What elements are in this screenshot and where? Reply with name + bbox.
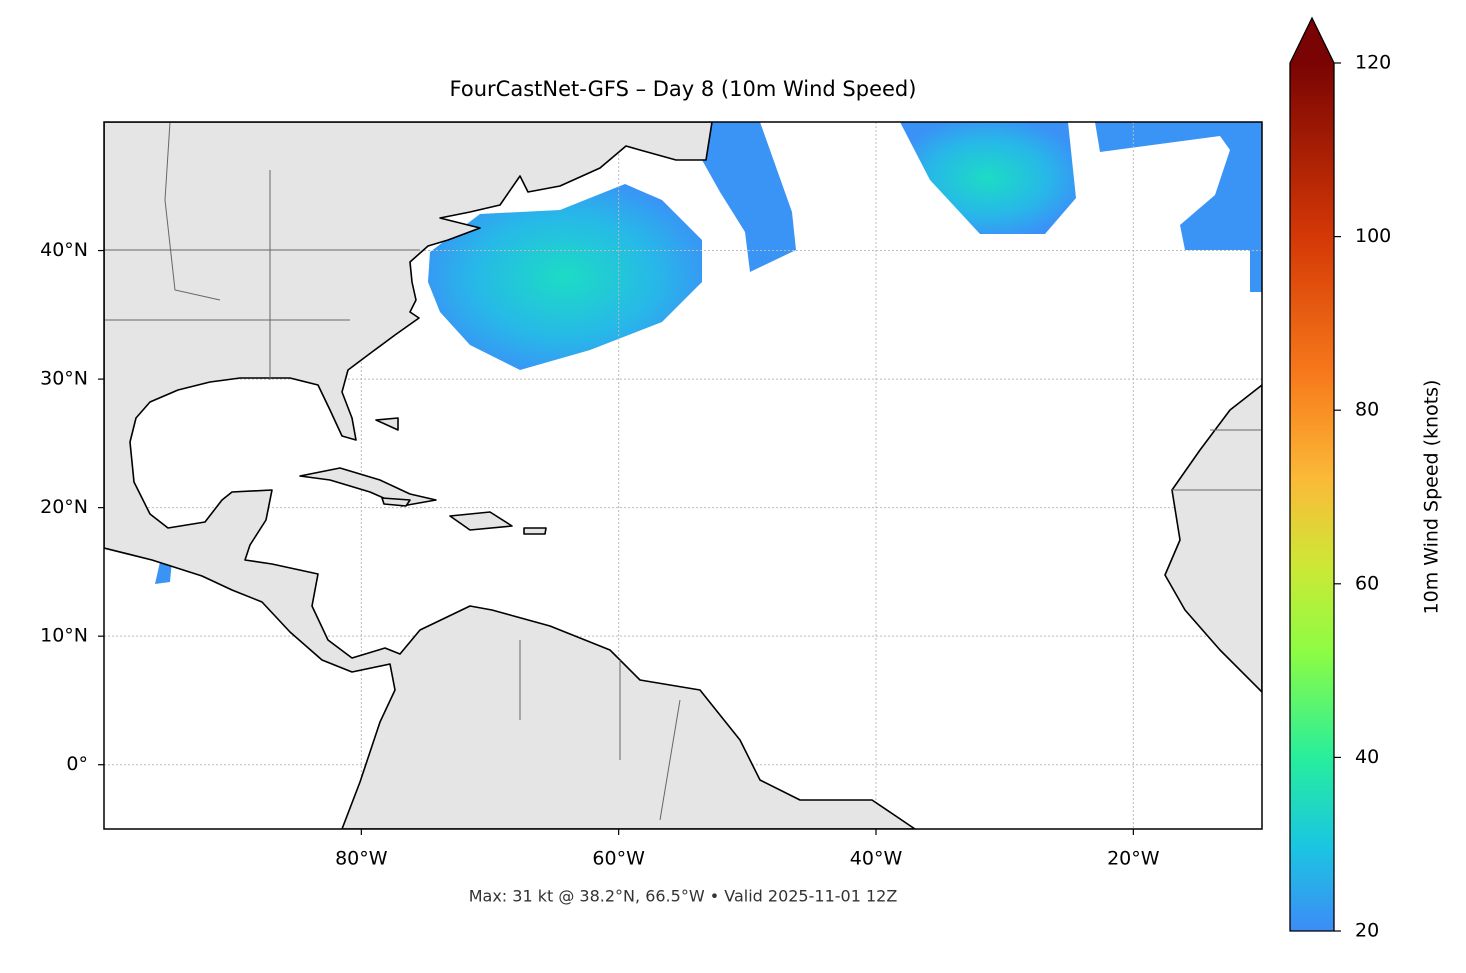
cuba [299, 467, 437, 507]
map-area [104, 122, 1262, 829]
x-tick-label: 80°W [335, 848, 388, 870]
y-tick-label: 20°N [40, 496, 88, 518]
colorbar-extend [1290, 18, 1334, 63]
wind-field [155, 122, 1262, 584]
bahamas [375, 417, 399, 431]
colorbar: 10m Wind Speed (knots) 20 40 60 80 100 120 [1289, 16, 1443, 942]
hispaniola [449, 511, 513, 531]
map-frame [103, 121, 1263, 830]
borders [104, 122, 1262, 821]
puerto-rico [523, 527, 547, 535]
wind-area [1095, 122, 1262, 292]
colorbar-tick-label: 60 [1355, 572, 1379, 594]
americas [104, 122, 916, 829]
chart-title: FourCastNet-GFS – Day 8 (10m Wind Speed) [450, 77, 917, 101]
colorbar-tick-label: 20 [1355, 920, 1379, 942]
x-tick-label: 60°W [592, 848, 645, 870]
y-tick-label: 10°N [40, 625, 88, 647]
wind-area [155, 560, 172, 584]
x-tick-label: 40°W [850, 848, 903, 870]
wind-area [900, 122, 1076, 234]
colorbar-label: 10m Wind Speed (knots) [1421, 380, 1443, 615]
caption: Max: 31 kt @ 38.2°N, 66.5°W • Valid 2025… [469, 887, 898, 906]
colorbar-tick-label: 40 [1355, 746, 1379, 768]
y-tick-label: 30°N [40, 368, 88, 390]
wind-area [428, 184, 702, 370]
land [104, 122, 1262, 829]
axes: 80°W 60°W 40°W 20°W 0° 10°N 20°N 30°N 40°N [40, 239, 1160, 869]
colorbar-tick-label: 100 [1355, 225, 1391, 247]
colorbar-tick-label: 120 [1355, 52, 1391, 74]
colorbar-body [1290, 63, 1334, 931]
y-tick-label: 0° [66, 753, 88, 775]
y-tick-label: 40°N [40, 239, 88, 261]
jamaica [381, 497, 411, 507]
x-tick-label: 20°W [1107, 848, 1160, 870]
colorbar-frame [1289, 16, 1335, 932]
colorbar-tick-label: 80 [1355, 399, 1379, 421]
wind-area [690, 122, 796, 272]
